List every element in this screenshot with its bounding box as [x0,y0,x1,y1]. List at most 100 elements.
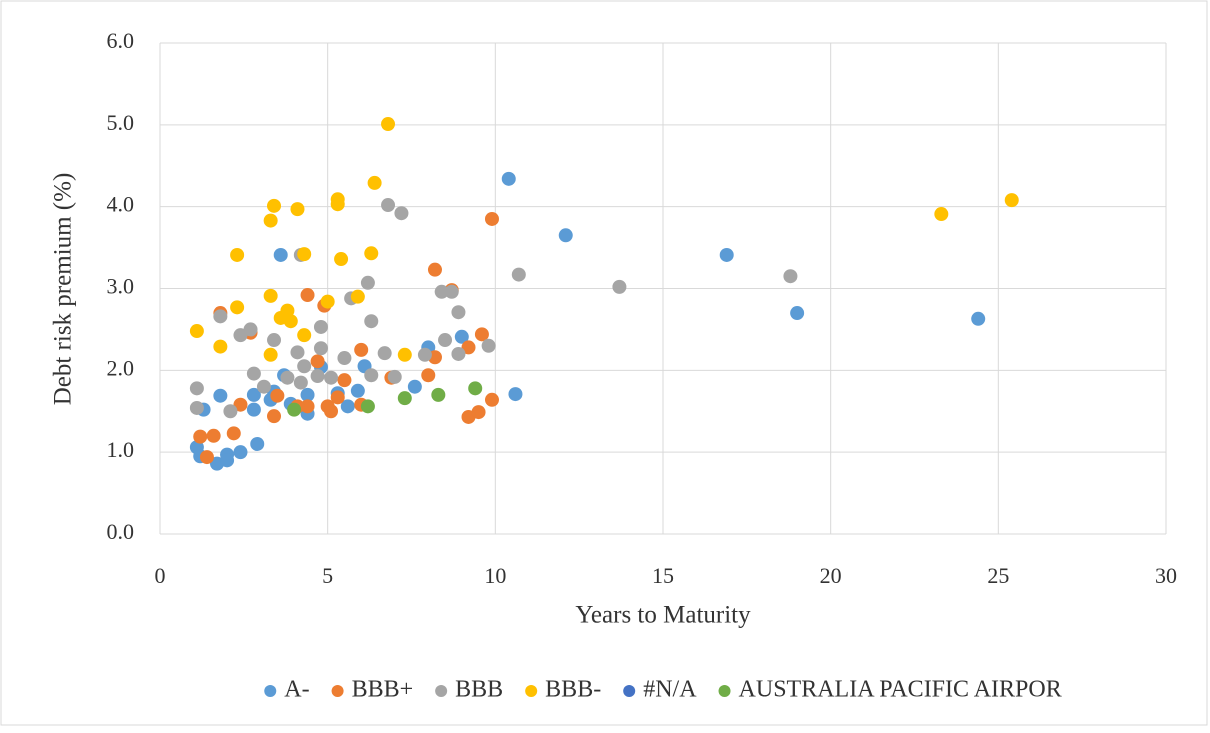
point [558,228,573,243]
point [297,359,312,374]
point [367,175,382,190]
point [233,445,248,460]
point [313,341,328,356]
point [340,399,355,414]
point [468,381,483,396]
y-axis-label: Debt risk premium (%) [50,173,77,406]
point [256,379,271,394]
point [481,338,496,353]
point [334,252,349,267]
point [243,322,258,337]
point [310,369,325,384]
point [350,289,365,304]
point [297,328,312,343]
point [719,247,734,262]
point [290,345,305,360]
point [394,206,409,221]
point [444,284,459,299]
point [971,311,986,326]
point [246,366,261,381]
x-tick-label: 15 [652,563,674,588]
point [213,388,228,403]
point [223,404,238,419]
x-tick-label: 30 [1155,563,1177,588]
point [230,247,245,262]
point [790,306,805,321]
point [267,409,282,424]
point [300,387,315,402]
legend-label: BBB [455,677,503,703]
point [1004,193,1019,208]
point [330,197,345,212]
point [233,397,248,412]
legend-label: AUSTRALIA PACIFIC AIRPOR [739,677,1062,703]
point [246,387,261,402]
point [297,247,312,262]
point [337,351,352,366]
y-tick-label: 1.0 [107,437,135,462]
point [364,314,379,329]
legend-label: #N/A [643,677,697,703]
legend-marker [718,685,731,697]
point [438,333,453,348]
point [324,370,339,385]
point [354,342,369,357]
legend-marker [525,685,538,697]
point [381,198,396,213]
point [364,246,379,261]
x-axis-label: Years to Maturity [575,602,751,629]
point [300,288,315,303]
point [267,198,282,213]
point [230,300,245,315]
point [280,370,295,385]
x-tick-label: 25 [987,563,1009,588]
point [407,379,422,394]
point [612,279,627,294]
legend-label: A- [284,677,309,703]
point [360,399,375,414]
x-tick-label: 10 [484,563,506,588]
point [313,319,328,334]
point [189,324,204,339]
legend-label: BBB- [545,677,601,703]
point [263,347,278,362]
point [421,368,436,383]
legend-marker [264,685,277,697]
point [434,284,449,299]
point [454,329,469,344]
point [250,436,265,451]
point [377,346,392,361]
point [350,383,365,398]
point [330,390,345,405]
point [387,369,402,384]
point [501,171,516,186]
point [417,347,432,362]
point [934,207,949,222]
y-tick-label: 3.0 [107,274,135,299]
point [397,347,412,362]
point [451,346,466,361]
point [213,309,228,324]
y-tick-label: 5.0 [107,110,135,135]
point [310,354,325,369]
point [471,405,486,420]
point [360,275,375,290]
point [461,340,476,355]
point [397,391,412,406]
point [300,399,315,414]
point [220,453,235,468]
legend-marker [331,685,344,697]
point [474,327,489,342]
point [263,213,278,228]
point [287,402,302,417]
point [337,373,352,388]
point [364,368,379,383]
point [324,404,339,419]
y-tick-label: 6.0 [107,28,135,53]
x-tick-label: 5 [322,563,333,588]
point [246,402,261,417]
point [213,339,228,354]
legend-marker [623,685,636,697]
point [189,381,204,396]
